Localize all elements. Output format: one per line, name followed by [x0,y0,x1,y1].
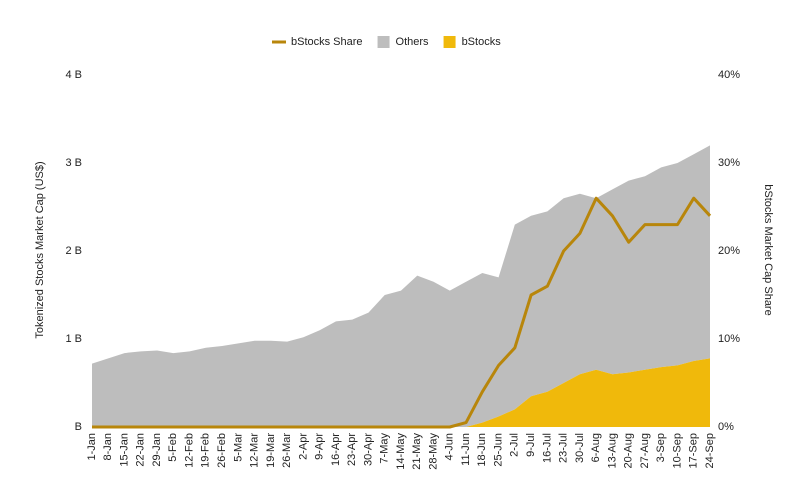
legend-label: Others [396,36,430,48]
y2-tick-label: 20% [718,245,740,257]
x-tick-label: 19-Feb [200,433,212,468]
x-tick-label: 30-Jul [574,433,586,463]
y2-tick-label: 40% [718,69,740,81]
x-tick-label: 9-Jul [525,433,537,457]
x-tick-label: 8-Jan [102,433,114,461]
x-tick-label: 24-Sep [704,433,716,468]
legend-swatch [377,36,390,48]
x-tick-label: 25-Jun [492,433,504,467]
y2-tick-label: 10% [718,333,740,345]
y2-tick-label: 0% [718,421,734,433]
line [92,196,712,429]
x-tick-label: 15-Jan [118,433,130,467]
x-tick-label: 1-Jan [86,433,98,461]
x-tick-label: 6-Aug [590,433,602,462]
x-tick-label: 22-Jan [135,433,147,467]
x-tick-label: 16-Apr [330,433,342,466]
legend-label: bStocks Share [291,36,363,48]
x-tick-label: 10-Sep [671,433,683,468]
legend-swatch [443,36,456,48]
x-tick-label: 23-Apr [346,433,358,466]
x-tick-label: 14-May [395,433,407,470]
x-tick-label: 27-Aug [639,433,651,468]
y-axis-title: Tokenized Stocks Market Cap (US$) [34,161,46,338]
legend-label: bStocks [462,36,502,48]
x-tick-label: 7-May [379,433,391,464]
x-tick-label: 23-Jul [558,433,570,463]
y-tick-label: 1 B [65,333,82,345]
y2-tick-label: 30% [718,157,740,169]
x-tick-label: 17-Sep [688,433,700,468]
x-tick-label: 30-Apr [362,433,374,466]
x-tick-label: 26-Feb [216,433,228,468]
x-tick-label: 18-Jun [476,433,488,467]
x-tick-label: 29-Jan [151,433,163,467]
x-tick-label: 2-Apr [297,433,309,460]
area [92,358,710,427]
area [92,145,710,427]
x-tick-label: 21-May [411,433,423,470]
x-tick-label: 5-Feb [167,433,179,462]
x-tick-label: 26-Mar [281,433,293,468]
x-tick-label: 28-May [427,433,439,470]
y2-axis-title: bStocks Market Cap Share [762,184,774,315]
x-tick-label: 11-Jun [460,433,472,466]
x-tick-label: 13-Aug [606,433,618,468]
y-tick-label: B [75,421,82,433]
x-tick-label: 2-Jul [509,433,521,457]
y-tick-label: 4 B [65,69,82,81]
x-tick-label: 12-Feb [183,433,195,468]
x-tick-label: 12-Mar [249,433,261,468]
x-tick-label: 3-Sep [655,433,667,462]
x-tick-label: 9-Apr [314,433,326,460]
y-tick-label: 3 B [65,157,82,169]
y-tick-label: 2 B [65,245,82,257]
x-tick-label: 4-Jun [444,433,456,461]
x-tick-label: 5-Mar [232,433,244,462]
x-tick-label: 20-Aug [623,433,635,468]
x-tick-label: 19-Mar [265,433,277,468]
x-tick-label: 16-Jul [541,433,553,463]
